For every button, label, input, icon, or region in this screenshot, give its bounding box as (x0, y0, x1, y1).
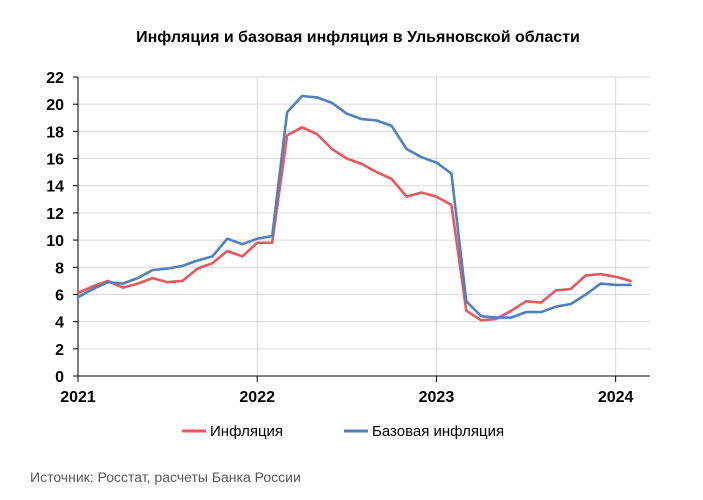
legend: Инфляция Базовая инфляция (182, 423, 504, 440)
x-tick-label: 2023 (419, 389, 455, 406)
legend-label: Базовая инфляция (372, 423, 504, 440)
y-tick-label: 8 (55, 260, 64, 277)
x-tick-label: 2021 (60, 389, 96, 406)
y-tick-label: 6 (55, 287, 64, 304)
legend-label: Инфляция (210, 423, 283, 440)
y-tick-label: 12 (46, 206, 64, 223)
source-note: Источник: Росстат, расчеты Банка России (30, 469, 301, 485)
series-line-2 (76, 94, 632, 319)
y-tick-label: 0 (55, 369, 64, 386)
y-tick-label: 22 (46, 70, 64, 87)
plot-area (76, 94, 632, 322)
x-tick-label: 2024 (598, 389, 634, 406)
x-tick-label: 2022 (239, 389, 275, 406)
grid (78, 76, 650, 376)
y-tick-label: 4 (55, 315, 64, 332)
y-tick-label: 18 (46, 124, 64, 141)
y-tick-label: 2 (55, 342, 64, 359)
y-tick-label: 14 (46, 179, 64, 196)
y-tick-label: 20 (46, 97, 64, 114)
y-tick-label: 16 (46, 152, 64, 169)
y-tick-label: 10 (46, 233, 64, 250)
chart-title: Инфляция и базовая инфляция в Ульяновско… (136, 29, 580, 46)
series-line-1 (76, 126, 632, 322)
